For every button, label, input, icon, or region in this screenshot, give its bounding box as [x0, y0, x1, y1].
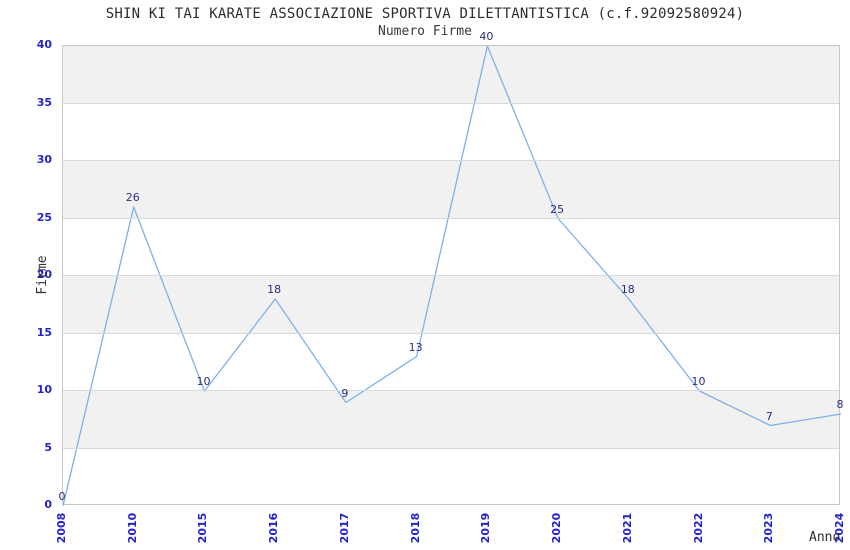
y-tick-label: 15	[36, 325, 52, 339]
y-axis-title: Firme	[35, 255, 50, 295]
y-gridline	[63, 332, 839, 334]
x-tick-label: 2017	[337, 512, 351, 544]
data-label: 7	[765, 409, 773, 423]
x-tick-label: 2015	[196, 512, 210, 544]
y-gridline	[63, 217, 839, 219]
y-tick-label: 40	[36, 38, 52, 51]
data-label: 18	[267, 283, 282, 296]
x-tick-label: 2010	[125, 512, 139, 544]
y-gridline	[63, 275, 839, 276]
x-axis-title: Anno	[809, 530, 841, 545]
x-tick-label: 2022	[691, 512, 705, 544]
x-tick-label: 2023	[762, 512, 776, 544]
y-gridline	[63, 447, 839, 449]
data-label: 40	[479, 30, 494, 43]
x-tick-label: 2019	[479, 512, 493, 544]
y-tick-label: 30	[36, 153, 52, 166]
y-tick-label: 5	[44, 440, 52, 454]
chart-title: SHIN KI TAI KARATE ASSOCIAZIONE SPORTIVA…	[105, 6, 745, 22]
data-label: 13	[408, 340, 423, 354]
x-tick-label: 2016	[267, 512, 281, 544]
y-gridline	[63, 102, 839, 104]
x-tick-label: 2018	[408, 512, 422, 544]
chart-subtitle: Numero Firme	[378, 24, 472, 39]
y-tick-label: 25	[36, 210, 52, 224]
x-tick-label: 2021	[620, 512, 634, 544]
data-label: 26	[125, 191, 140, 204]
y-tick-label: 0	[44, 498, 52, 511]
x-tick-label: 2008	[55, 512, 68, 544]
data-label: 0	[58, 490, 66, 503]
data-label: 8	[836, 398, 844, 411]
y-gridline	[63, 160, 839, 161]
y-gridline	[63, 390, 839, 391]
data-label: 25	[550, 202, 565, 216]
data-label: 18	[620, 283, 635, 296]
y-tick-label: 35	[36, 95, 52, 109]
data-label: 10	[691, 375, 706, 388]
y-tick-label: 20	[36, 268, 52, 281]
plot-area	[62, 45, 841, 506]
line-series	[63, 46, 841, 506]
data-label: 9	[341, 386, 349, 400]
y-tick-label: 10	[36, 383, 52, 396]
x-tick-label: 2020	[550, 512, 564, 544]
data-label: 10	[196, 375, 211, 388]
